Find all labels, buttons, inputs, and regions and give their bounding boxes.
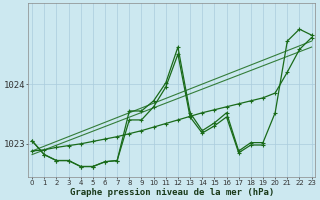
X-axis label: Graphe pression niveau de la mer (hPa): Graphe pression niveau de la mer (hPa) [70, 188, 274, 197]
